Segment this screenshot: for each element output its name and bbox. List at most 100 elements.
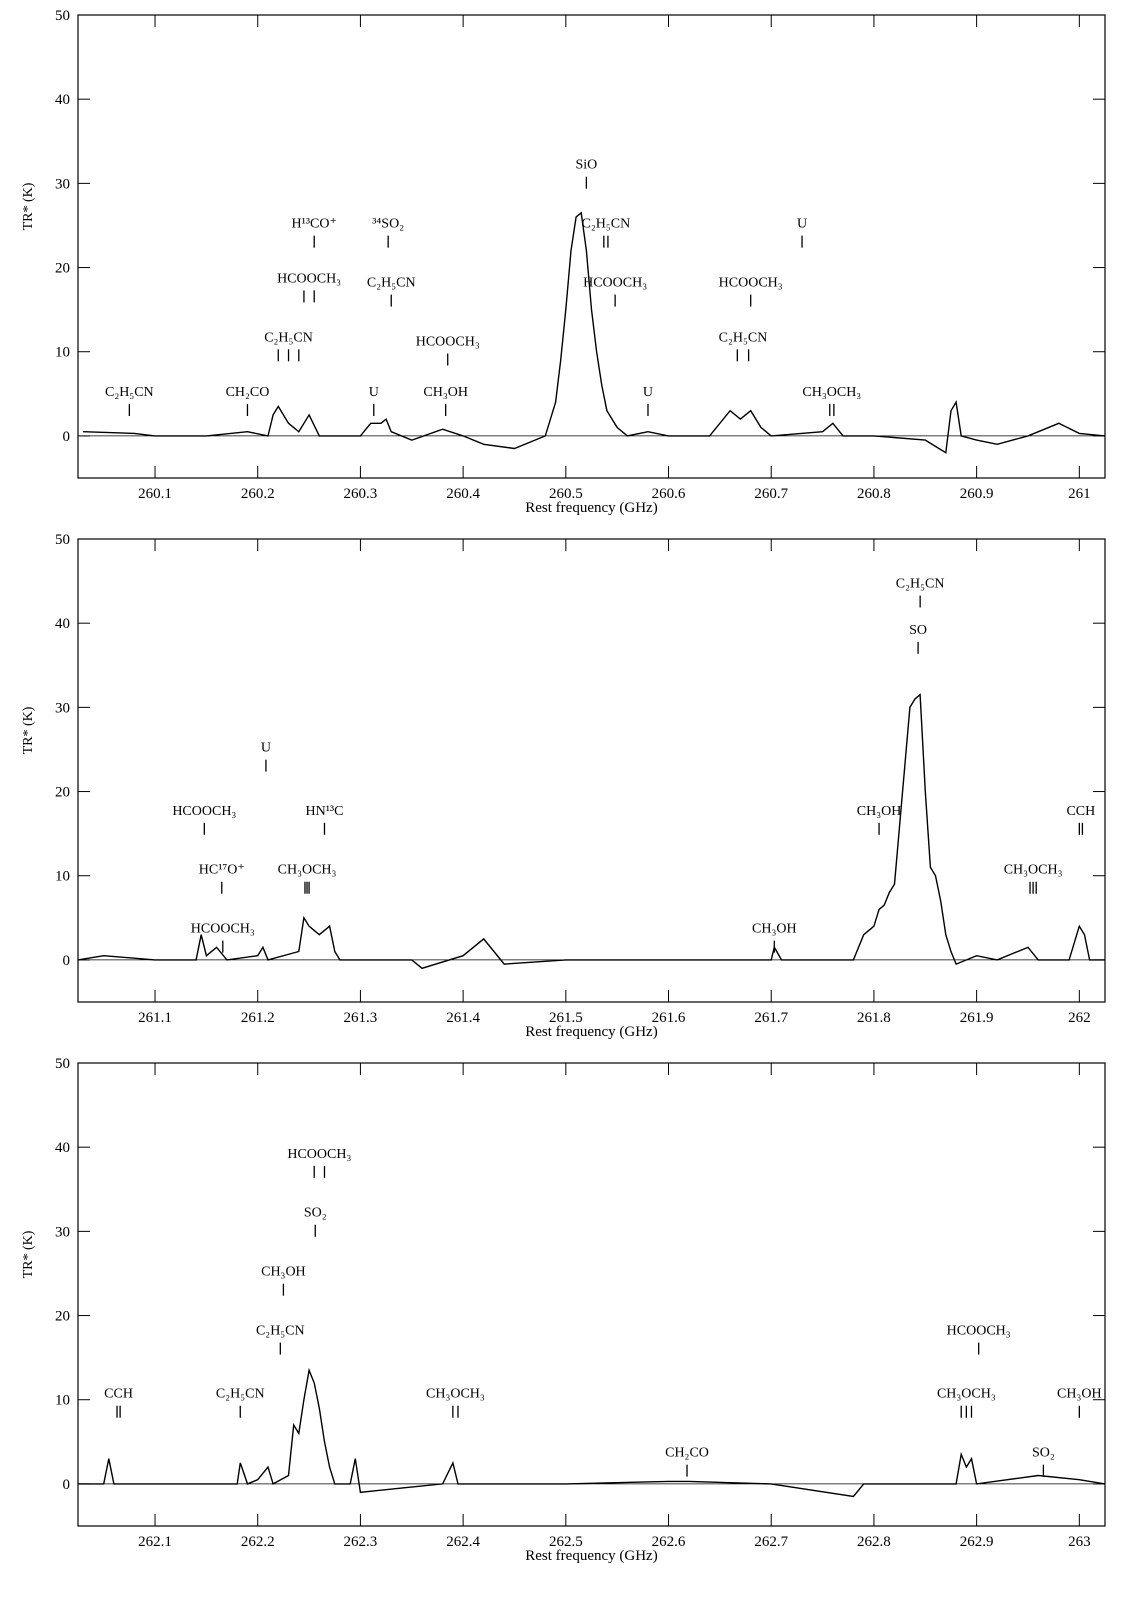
y-tick-label: 40 (55, 1140, 70, 1156)
y-tick-label: 30 (55, 700, 70, 716)
x-axis-label: Rest frequency (GHz) (525, 500, 657, 516)
x-tick-label: 262.3 (344, 1534, 378, 1550)
line-label: CCH (1066, 804, 1095, 819)
line-label: HCOOCH₃ (191, 922, 255, 937)
line-label: SO₂ (304, 1206, 327, 1221)
line-label: C₂H₅CN (256, 1324, 305, 1339)
line-label: C₂H₅CN (105, 385, 154, 400)
x-tick-label: 261.3 (344, 1010, 378, 1026)
line-label: HCOOCH₃ (583, 276, 647, 291)
y-tick-label: 0 (63, 429, 71, 445)
line-label: C₂H₅CN (719, 330, 768, 345)
line-label: SO (909, 623, 927, 638)
x-tick-label: 261.7 (754, 1010, 788, 1026)
line-label: U (797, 217, 807, 232)
y-tick-label: 20 (55, 1309, 70, 1325)
x-tick-label: 262.6 (652, 1534, 686, 1550)
x-tick-label: 260.8 (857, 486, 891, 502)
line-label: HCOOCH₃ (277, 271, 341, 286)
y-tick-label: 30 (55, 176, 70, 192)
line-label: U (369, 385, 379, 400)
y-tick-label: 20 (55, 785, 70, 801)
x-tick-label: 262.1 (138, 1534, 172, 1550)
x-tick-label: 261.1 (138, 1010, 172, 1026)
plot-frame (77, 1062, 1106, 1527)
x-tick-label: 262.7 (754, 1534, 788, 1550)
line-label: SiO (575, 158, 597, 173)
line-label: H¹³CO⁺ (292, 217, 337, 232)
x-tick-label: 260.6 (652, 486, 686, 502)
x-tick-label: 261.9 (960, 1010, 994, 1026)
spectrum (77, 693, 1105, 970)
line-label: C₂H₅CN (367, 276, 416, 291)
y-tick-label: 50 (55, 532, 70, 548)
x-tick-label: 262.9 (960, 1534, 994, 1550)
y-tick-label: 50 (55, 1056, 70, 1072)
line-label: CH₃OH (261, 1265, 306, 1280)
y-tick-label: 20 (55, 261, 70, 277)
y-tick-label: 40 (55, 92, 70, 108)
y-tick-label: 10 (55, 345, 70, 361)
x-tick-label: 261.8 (857, 1010, 891, 1026)
line-label: CH₂CO (226, 385, 270, 400)
line-label: CH₃OCH₃ (1004, 863, 1063, 878)
spectrum (78, 1367, 1106, 1498)
y-tick-label: 0 (63, 1477, 71, 1493)
line-label: CH₃OCH₃ (937, 1387, 996, 1402)
plot-frame (77, 14, 1106, 479)
line-label: HC¹⁷O⁺ (199, 863, 245, 878)
y-axis-label: TR* (K) (21, 706, 36, 754)
x-tick-label: 262.5 (549, 1534, 583, 1550)
x-tick-label: 262.8 (857, 1534, 891, 1550)
x-tick-label: 261.2 (241, 1010, 275, 1026)
y-tick-label: 10 (55, 1393, 70, 1409)
line-label: C₂H₅CN (264, 330, 313, 345)
x-tick-label: 260.1 (138, 486, 172, 502)
line-label: HCOOCH₃ (416, 335, 480, 350)
line-label: CH₃OH (423, 385, 468, 400)
line-label: SO₂ (1032, 1446, 1055, 1461)
x-axis-label: Rest frequency (GHz) (525, 1024, 657, 1040)
line-label: CH₃OH (752, 922, 797, 937)
line-label: CH₃OH (857, 804, 902, 819)
spectrum (83, 211, 1106, 454)
x-tick-label: 260.9 (960, 486, 994, 502)
x-tick-label: 261.5 (549, 1010, 583, 1026)
y-axis-label: TR* (K) (21, 1230, 36, 1278)
line-label: CH₃OH (1057, 1387, 1102, 1402)
x-tick-label: 262 (1068, 1010, 1091, 1026)
x-tick-label: 262.4 (446, 1534, 480, 1550)
x-tick-label: 262.2 (241, 1534, 275, 1550)
line-label: ³⁴SO₂ (372, 217, 404, 232)
line-label: CH₂CO (665, 1446, 709, 1461)
plot-frame (77, 538, 1106, 1003)
line-label: U (643, 385, 653, 400)
line-label: C₂H₅CN (896, 577, 945, 592)
x-tick-label: 260.5 (549, 486, 583, 502)
line-label: HN¹³C (306, 804, 344, 819)
y-axis-label: TR* (K) (21, 182, 36, 230)
line-label: HCOOCH₃ (287, 1147, 351, 1162)
line-label: HCOOCH₃ (947, 1324, 1011, 1339)
x-tick-label: 260.4 (446, 486, 480, 502)
y-tick-label: 0 (63, 953, 71, 969)
y-tick-label: 30 (55, 1224, 70, 1240)
y-tick-label: 10 (55, 869, 70, 885)
x-tick-label: 263 (1068, 1534, 1091, 1550)
line-label: C₂H₅CN (216, 1387, 265, 1402)
y-tick-label: 50 (55, 8, 70, 24)
line-label: CH₃OCH₃ (278, 863, 337, 878)
line-label: CCH (104, 1387, 133, 1402)
line-label: HCOOCH₃ (719, 276, 783, 291)
x-tick-label: 261 (1068, 486, 1091, 502)
x-tick-label: 261.4 (446, 1010, 480, 1026)
line-label: HCOOCH₃ (172, 804, 236, 819)
line-label: CH₃OCH₃ (426, 1387, 485, 1402)
x-axis-label: Rest frequency (GHz) (525, 1548, 657, 1564)
line-label: U (261, 741, 271, 756)
line-label: CH₃OCH₃ (802, 385, 861, 400)
x-tick-label: 260.3 (344, 486, 378, 502)
x-tick-label: 260.7 (754, 486, 788, 502)
